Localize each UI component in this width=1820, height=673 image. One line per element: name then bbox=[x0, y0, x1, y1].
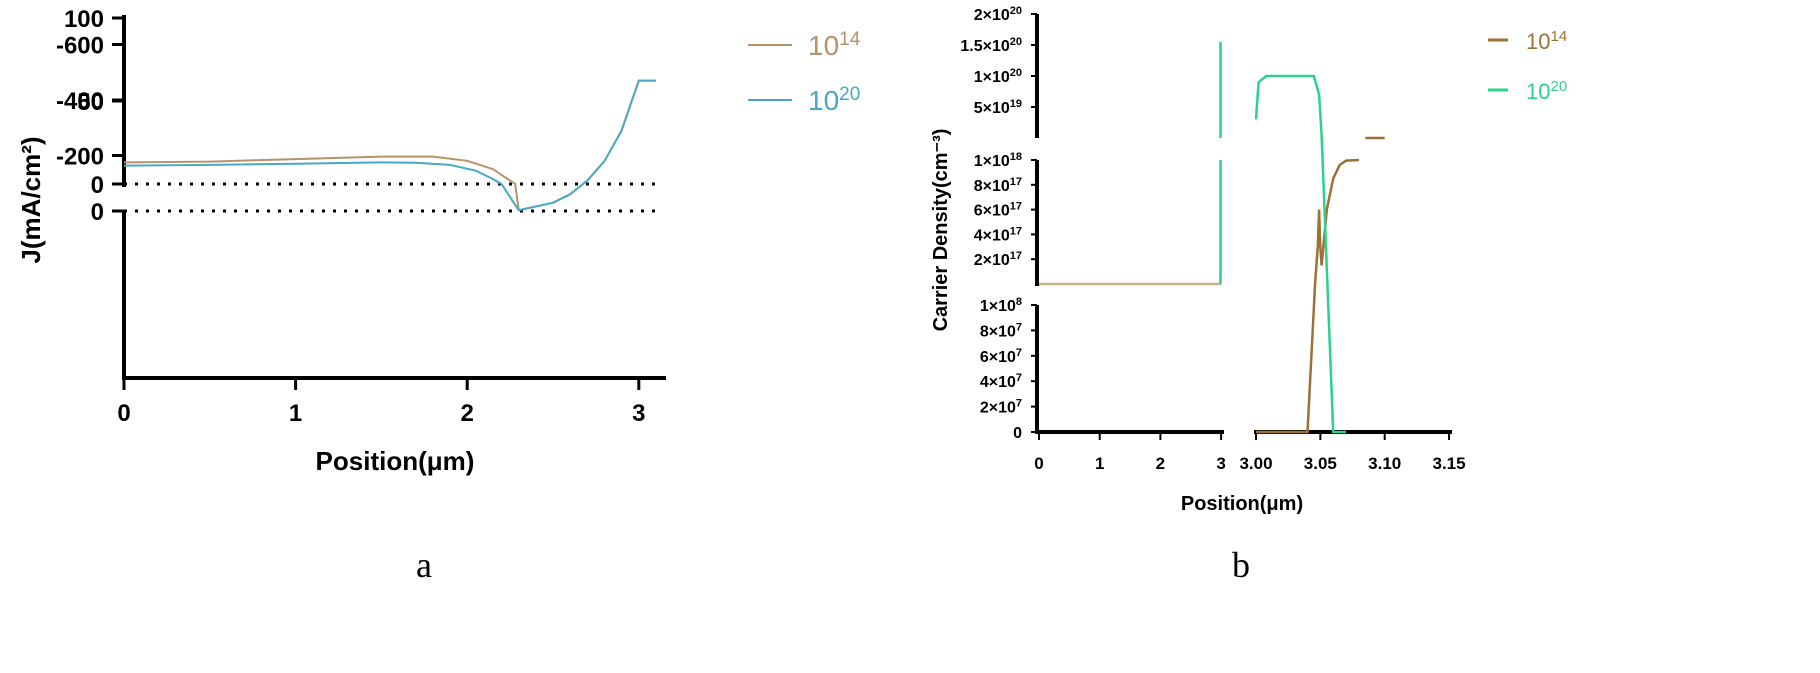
x-tick-label: 0 bbox=[1034, 454, 1043, 473]
y-tick-label: -200 bbox=[56, 144, 104, 171]
y-tick-label: 2×1017 bbox=[974, 250, 1022, 269]
x-tick-label: 2 bbox=[1156, 454, 1165, 473]
x-tick-label: 2 bbox=[461, 400, 474, 427]
legend-label: 1014 bbox=[1526, 28, 1567, 55]
y-tick-label: 0 bbox=[1013, 425, 1022, 442]
panel-b-y-label: Carrier Density(cm⁻³) bbox=[930, 129, 952, 332]
series-line-1e20-plateau bbox=[1254, 74, 1347, 434]
panel-b-axes bbox=[1035, 14, 1452, 434]
y-tick-label: 1×1020 bbox=[974, 67, 1022, 86]
series-line-1e20 bbox=[123, 79, 656, 212]
y-tick-label: 1×108 bbox=[980, 296, 1022, 315]
y-tick-label: -600 bbox=[56, 33, 104, 60]
panel-b-caption: b bbox=[1232, 545, 1250, 585]
y-tick-label: 5×1019 bbox=[974, 98, 1022, 117]
panel-a-axes bbox=[122, 15, 666, 380]
panel-b-series bbox=[1039, 41, 1385, 434]
panel-a-legend: 1014 1020 bbox=[748, 29, 861, 117]
y-tick-label: 8×1017 bbox=[974, 176, 1022, 195]
y-tick-label: 1×1018 bbox=[974, 151, 1022, 170]
y-tick-label: 100 bbox=[64, 6, 104, 33]
y-tick-label: 50 bbox=[77, 89, 104, 116]
x-tick-label: 1 bbox=[289, 400, 302, 427]
y-tick-label: 1.5×1020 bbox=[960, 36, 1022, 55]
panel-a-y-label: J(mA/cm²) bbox=[16, 136, 46, 263]
panel-b-x-ticks: 0 1 2 3 3.00 3.05 3.10 3.15 bbox=[1034, 432, 1466, 473]
legend-label: 1014 bbox=[808, 29, 861, 62]
panel-a-x-ticks: 0 1 2 3 bbox=[117, 378, 645, 427]
y-tick-label: 4×107 bbox=[980, 372, 1022, 391]
y-tick-label: 0 bbox=[91, 172, 104, 199]
y-tick-label: 4×1017 bbox=[974, 225, 1022, 244]
panel-b: 0 2×107 4×107 6×107 8×107 1×108 2×1017 4×1017 6×… bbox=[930, 5, 1567, 585]
y-tick-label: 2×107 bbox=[980, 398, 1022, 417]
panel-b-x-label: Position(μm) bbox=[1181, 493, 1303, 515]
series-line-1e14-right bbox=[1256, 158, 1360, 434]
legend-label: 1020 bbox=[808, 84, 860, 117]
panel-b-legend: 1014 1020 bbox=[1488, 28, 1567, 105]
x-tick-label: 3.05 bbox=[1304, 454, 1337, 473]
x-tick-label: 3 bbox=[632, 400, 645, 427]
panel-b-y-ticks: 0 2×107 4×107 6×107 8×107 1×108 2×1017 4×1017 6×… bbox=[960, 5, 1037, 442]
y-tick-label: -400 bbox=[56, 88, 104, 115]
panel-a-caption: a bbox=[416, 545, 432, 585]
x-tick-label: 3.10 bbox=[1368, 454, 1401, 473]
x-tick-label: 3.15 bbox=[1433, 454, 1466, 473]
y-tick-label: 0 bbox=[91, 199, 104, 226]
panel-a-x-label: Position(μm) bbox=[316, 446, 475, 476]
x-tick-label: 3.00 bbox=[1239, 454, 1272, 473]
y-tick-label: 2×1020 bbox=[974, 5, 1022, 24]
x-tick-label: 3 bbox=[1216, 454, 1225, 473]
panel-a-series bbox=[123, 79, 656, 212]
y-tick-label: 6×107 bbox=[980, 347, 1022, 366]
x-tick-label: 0 bbox=[117, 400, 130, 427]
y-tick-label: 8×107 bbox=[980, 321, 1022, 340]
legend-label: 1020 bbox=[1526, 78, 1567, 105]
series-line-1e14 bbox=[123, 79, 656, 212]
y-tick-label: 6×1017 bbox=[974, 201, 1022, 220]
x-tick-label: 1 bbox=[1095, 454, 1104, 473]
